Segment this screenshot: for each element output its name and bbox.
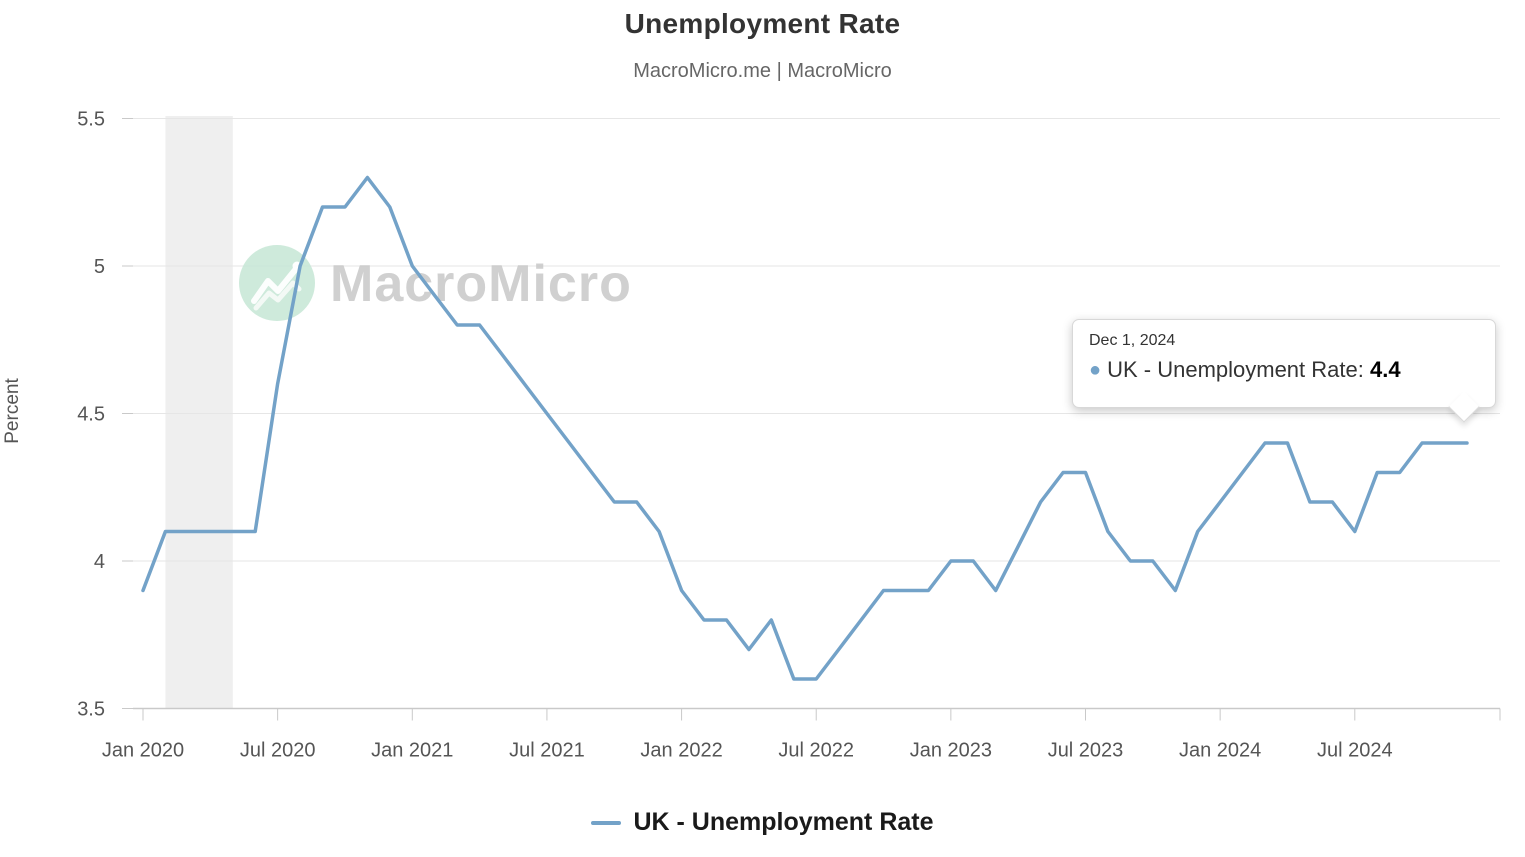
tooltip-date: Dec 1, 2024 [1089, 332, 1176, 349]
x-tick-label: Jul 2024 [1317, 740, 1393, 762]
x-tick-label: Jan 2024 [1179, 740, 1261, 762]
y-tick-label: 4.5 [77, 404, 105, 426]
tooltip-series-label: UK - Unemployment Rate: [1107, 357, 1370, 382]
y-tick-label: 5.5 [77, 109, 105, 131]
y-tick-label: 5 [94, 256, 105, 278]
legend-label: UK - Unemployment Rate [633, 808, 934, 836]
y-tick-label: 4 [94, 551, 105, 573]
x-tick-label: Jan 2020 [102, 740, 184, 762]
legend-item-uk-unemployment[interactable]: UK - Unemployment Rate [591, 808, 934, 837]
x-tick-label: Jan 2022 [640, 740, 722, 762]
x-tick-label: Jan 2023 [910, 740, 992, 762]
tooltip-series-row: ● UK - Unemployment Rate: 4.4 [1089, 357, 1479, 383]
x-tick-label: Jul 2023 [1048, 740, 1124, 762]
x-tick-label: Jul 2020 [240, 740, 316, 762]
y-tick-label: 3.5 [77, 699, 105, 721]
macromicro-watermark-logo: MacroMicro [239, 245, 632, 321]
watermark-text: MacroMicro [330, 255, 632, 313]
x-tick-label: Jan 2021 [371, 740, 453, 762]
x-tick-label: Jul 2022 [778, 740, 854, 762]
tooltip-value: 4.4 [1369, 357, 1401, 382]
series-marker-dot-icon: ● [1089, 359, 1102, 381]
recession-band [165, 116, 233, 709]
x-tick-label: Jul 2021 [509, 740, 585, 762]
tooltip: Dec 1, 2024 ● UK - Unemployment Rate: 4.4 [1072, 319, 1496, 423]
legend: UK - Unemployment Rate [0, 808, 1525, 837]
chart-title: Unemployment Rate [624, 8, 901, 39]
chart-subtitle: MacroMicro.me | MacroMicro [633, 60, 892, 82]
legend-line-swatch-icon [591, 820, 622, 825]
series-line-uk-unemployment-rate[interactable] [141, 175, 1469, 681]
